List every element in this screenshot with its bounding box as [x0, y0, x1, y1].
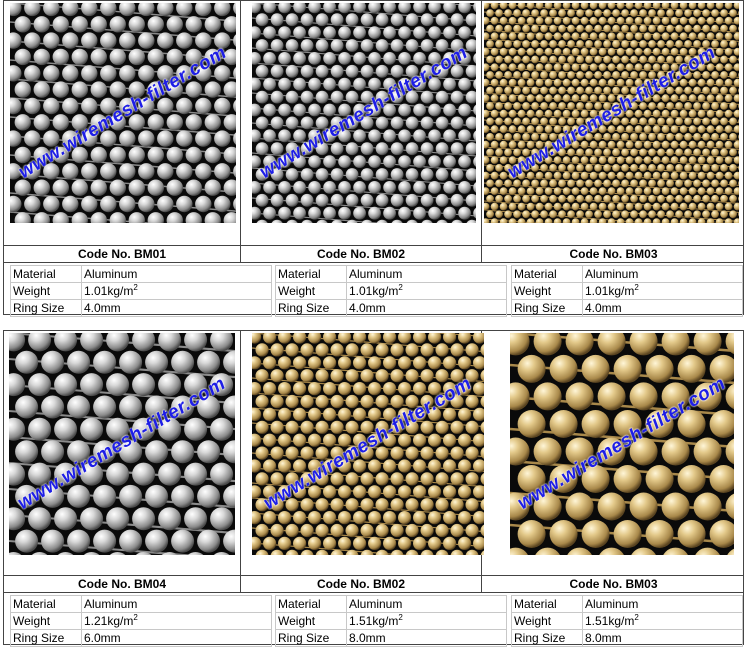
mesh-photo: www.wiremesh-filter.com: [9, 333, 235, 555]
spec-label: Weight: [511, 612, 583, 630]
mesh-photo: www.wiremesh-filter.com: [510, 333, 734, 555]
spec-value: 1.01kg/m2: [346, 282, 507, 300]
spec-label: Ring Size: [275, 629, 347, 647]
mesh-pattern: [510, 333, 734, 555]
spec-value: Aluminum: [582, 595, 743, 613]
spec-value: Aluminum: [582, 265, 743, 283]
image-cell: www.wiremesh-filter.com: [482, 331, 745, 575]
spec-value: 8.0mm: [346, 629, 507, 647]
spec-value: 1.01kg/m2: [81, 282, 272, 300]
spec-value: 4.0mm: [346, 299, 507, 317]
spec-value: 4.0mm: [582, 299, 743, 317]
spec-label: Material: [10, 265, 82, 283]
spec-label: Weight: [511, 282, 583, 300]
spec-table: Material Aluminum Weight 1.51kg/m2 Ring Si…: [511, 595, 743, 647]
image-cell: www.wiremesh-filter.com: [241, 1, 482, 245]
product-code: Code No. BM02: [241, 246, 482, 262]
image-row: www.wiremesh-filter.com www.wiremesh-fil…: [3, 0, 744, 245]
spec-label: Ring Size: [10, 629, 82, 647]
spec-label: Weight: [275, 282, 347, 300]
image-cell: www.wiremesh-filter.com: [4, 331, 241, 575]
code-row: Code No. BM04 Code No. BM02 Code No. BM0…: [3, 575, 744, 593]
spec-table: Material Aluminum Weight 1.01kg/m2 Ring Si…: [511, 265, 743, 317]
spec-label: Material: [10, 595, 82, 613]
spec-label: Ring Size: [275, 299, 347, 317]
spec-label: Material: [275, 265, 347, 283]
product-code: Code No. BM01: [4, 246, 241, 262]
spec-value: Aluminum: [346, 595, 507, 613]
spec-value: 1.01kg/m2: [582, 282, 743, 300]
mesh-pattern: [484, 3, 739, 223]
product-code: Code No. BM04: [4, 576, 241, 592]
spec-label: Weight: [10, 612, 82, 630]
spec-value: Aluminum: [346, 265, 507, 283]
spec-label: Material: [275, 595, 347, 613]
spec-value: Aluminum: [81, 595, 272, 613]
mesh-photo: www.wiremesh-filter.com: [252, 3, 476, 223]
spec-label: Weight: [10, 282, 82, 300]
spec-value: Aluminum: [81, 265, 272, 283]
spec-table: Material Aluminum Weight 1.21kg/m2 Ring Si…: [10, 595, 272, 647]
spec-value: 8.0mm: [582, 629, 743, 647]
spec-table: Material Aluminum Weight 1.51kg/m2 Ring Si…: [275, 595, 507, 647]
product-code: Code No. BM02: [241, 576, 482, 592]
mesh-pattern: [10, 3, 236, 223]
image-cell: www.wiremesh-filter.com: [241, 331, 484, 575]
spec-value: 1.21kg/m2: [81, 612, 272, 630]
spec-label: Ring Size: [511, 629, 583, 647]
spec-row: Material Aluminum Weight 1.21kg/m2 Ring Si…: [3, 593, 744, 647]
spec-value: 1.51kg/m2: [582, 612, 743, 630]
mesh-photo: www.wiremesh-filter.com: [10, 3, 236, 223]
spec-value: 6.0mm: [81, 629, 272, 647]
mesh-photo: www.wiremesh-filter.com: [252, 333, 484, 555]
spec-label: Material: [511, 595, 583, 613]
spec-value: 4.0mm: [81, 299, 272, 317]
code-row: Code No. BM01 Code No. BM02 Code No. BM0…: [3, 245, 744, 263]
mesh-pattern: [252, 3, 476, 223]
spec-label: Ring Size: [10, 299, 82, 317]
spec-row: Material Aluminum Weight 1.01kg/m2 Ring Si…: [3, 263, 744, 317]
image-cell: www.wiremesh-filter.com: [4, 1, 241, 245]
spec-table: Material Aluminum Weight 1.01kg/m2 Ring Si…: [275, 265, 507, 317]
spec-table: Material Aluminum Weight 1.01kg/m2 Ring Si…: [10, 265, 272, 317]
spec-label: Weight: [275, 612, 347, 630]
mesh-pattern: [252, 333, 484, 555]
product-block-2: www.wiremesh-filter.com www.wiremesh-fil…: [3, 330, 744, 647]
product-block-1: www.wiremesh-filter.com www.wiremesh-fil…: [3, 0, 744, 317]
spec-label: Ring Size: [511, 299, 583, 317]
product-code: Code No. BM03: [569, 577, 658, 591]
spec-value: 1.51kg/m2: [346, 612, 507, 630]
spec-label: Material: [511, 265, 583, 283]
mesh-pattern: [9, 333, 235, 555]
mesh-photo: www.wiremesh-filter.com: [484, 3, 739, 223]
image-cell: www.wiremesh-filter.com: [482, 1, 745, 245]
image-row: www.wiremesh-filter.com www.wiremesh-fil…: [3, 330, 744, 575]
product-code: Code No. BM03: [569, 247, 658, 261]
